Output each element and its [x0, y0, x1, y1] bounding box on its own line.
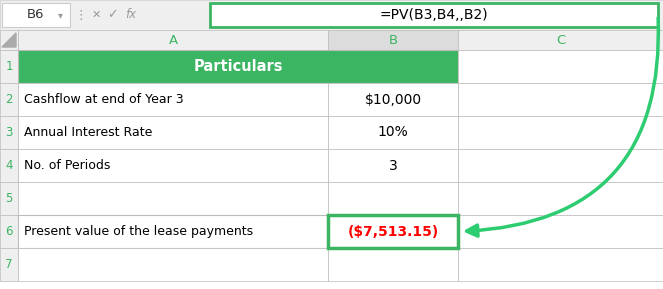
Bar [18, 83, 328, 116]
Text: A: A [168, 34, 178, 47]
Text: ▾: ▾ [58, 10, 62, 20]
Bar [2, 3, 70, 27]
Bar [328, 248, 458, 281]
Text: ✓: ✓ [107, 8, 117, 21]
Bar [18, 182, 328, 215]
Bar [210, 3, 658, 27]
Bar [328, 215, 458, 248]
Text: C: C [556, 34, 565, 47]
Text: 4: 4 [5, 159, 13, 172]
Bar [18, 149, 328, 182]
Text: Particulars: Particulars [193, 59, 282, 74]
Text: B: B [389, 34, 398, 47]
Bar [458, 248, 663, 281]
Bar [328, 149, 458, 182]
Text: 10%: 10% [378, 125, 408, 140]
Bar [458, 83, 663, 116]
Bar [0, 50, 18, 83]
Text: 3: 3 [389, 158, 397, 173]
Bar [0, 30, 18, 50]
Text: B6: B6 [27, 8, 44, 21]
Text: Cashflow at end of Year 3: Cashflow at end of Year 3 [24, 93, 184, 106]
Text: ✕: ✕ [91, 10, 101, 20]
Text: fx: fx [125, 8, 137, 21]
Bar [0, 83, 18, 116]
Text: 1: 1 [5, 60, 13, 73]
Bar [458, 149, 663, 182]
Bar [0, 149, 18, 182]
Bar [458, 50, 663, 83]
Text: $10,000: $10,000 [365, 92, 422, 107]
Bar [0, 0, 663, 30]
Bar [0, 182, 18, 215]
Bar [328, 116, 458, 149]
Bar [18, 215, 328, 248]
Bar [0, 215, 18, 248]
Text: 5: 5 [5, 192, 13, 205]
Bar [328, 30, 458, 50]
Text: 6: 6 [5, 225, 13, 238]
Text: No. of Periods: No. of Periods [24, 159, 110, 172]
Bar [328, 83, 458, 116]
Polygon shape [2, 33, 16, 47]
Bar [18, 248, 328, 281]
Text: Annual Interest Rate: Annual Interest Rate [24, 126, 152, 139]
Text: 2: 2 [5, 93, 13, 106]
Text: 7: 7 [5, 258, 13, 271]
Bar [458, 30, 663, 50]
Bar [18, 30, 328, 50]
Text: =PV(B3,B4,,B2): =PV(B3,B4,,B2) [380, 8, 489, 22]
Bar [0, 248, 18, 281]
Bar [328, 182, 458, 215]
Bar [458, 215, 663, 248]
Text: ($7,513.15): ($7,513.15) [347, 225, 439, 238]
Text: 3: 3 [5, 126, 13, 139]
Bar [18, 116, 328, 149]
Bar [0, 30, 663, 50]
Text: ⋮: ⋮ [75, 8, 88, 21]
Bar [18, 50, 458, 83]
Bar [458, 182, 663, 215]
Bar [0, 116, 18, 149]
Bar [458, 116, 663, 149]
Text: Present value of the lease payments: Present value of the lease payments [24, 225, 253, 238]
